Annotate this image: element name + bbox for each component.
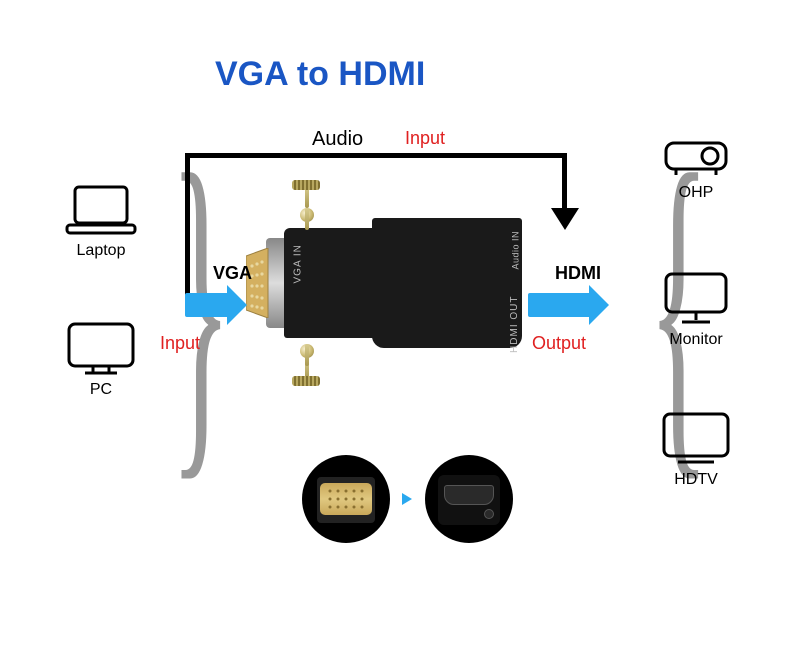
audio-in-label: Audio IN: [511, 231, 521, 270]
hdmi-port-icon: [444, 485, 494, 505]
device-label: Monitor: [660, 331, 732, 349]
hdmi-arrow-icon: [528, 293, 591, 317]
laptop-icon: [65, 185, 137, 237]
hdmi-io-label: Output: [532, 333, 586, 354]
screw-icon: [300, 208, 314, 222]
device-pc: PC: [65, 320, 137, 399]
audio-line-top: [185, 153, 567, 158]
vga-plug-icon: [320, 483, 372, 515]
vga-in-label: VGA IN: [293, 244, 304, 283]
device-label: Laptop: [65, 242, 137, 260]
device-laptop: Laptop: [65, 185, 137, 260]
thumbscrew-icon: [292, 180, 320, 190]
audio-line-left: [185, 153, 190, 303]
adapter-bridge: [372, 228, 396, 338]
audio-line-right: [562, 153, 567, 213]
screw-icon: [300, 344, 314, 358]
vga-io-label: Input: [160, 333, 200, 354]
hdmi-out-label: HDMI OUT: [509, 296, 520, 353]
projector-icon: [660, 135, 732, 179]
monitor-icon: [660, 270, 732, 326]
detail-hdmi-circle: [425, 455, 513, 543]
device-monitor: Monitor: [660, 270, 732, 349]
vga-label: VGA: [213, 263, 252, 284]
detail-arrow-icon: [402, 493, 412, 505]
detail-vga-circle: [302, 455, 390, 543]
device-label: PC: [65, 381, 137, 399]
device-label: OHP: [660, 184, 732, 202]
pc-icon: [65, 320, 137, 376]
device-label: HDTV: [660, 471, 732, 489]
hdmi-label: HDMI: [555, 263, 601, 284]
page-title: VGA to HDMI: [215, 55, 425, 94]
device-ohp: OHP: [660, 135, 732, 202]
adapter: VGA IN HDMI OUT Audio IN: [272, 190, 512, 390]
device-hdtv: HDTV: [660, 410, 732, 489]
thumbscrew-icon: [292, 376, 320, 386]
vga-arrow-icon: [185, 293, 229, 317]
audio-jack-icon: [484, 509, 494, 519]
audio-arrow-icon: [551, 208, 579, 230]
audio-input-label: Input: [405, 128, 445, 149]
audio-label: Audio: [312, 128, 363, 151]
hdtv-icon: [660, 410, 732, 466]
